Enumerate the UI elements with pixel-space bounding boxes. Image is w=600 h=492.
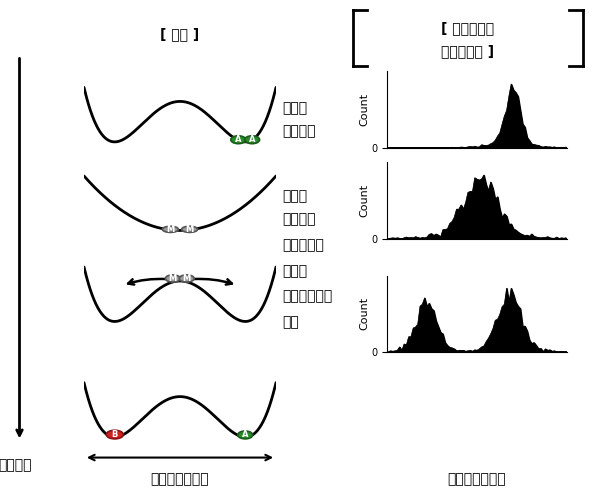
Text: 細胞の内部状態: 細胞の内部状態 <box>448 473 506 487</box>
Text: 細胞の内部状態: 細胞の内部状態 <box>151 473 209 487</box>
Y-axis label: Count: Count <box>360 297 370 330</box>
Text: M: M <box>185 225 194 234</box>
Ellipse shape <box>106 430 124 439</box>
Text: B: B <box>112 430 118 439</box>
Text: 基底状態への: 基底状態への <box>282 289 332 304</box>
Ellipse shape <box>231 136 246 144</box>
Ellipse shape <box>166 275 180 282</box>
Text: A: A <box>249 135 256 144</box>
Ellipse shape <box>179 275 194 282</box>
Text: からの信号 ]: からの信号 ] <box>442 44 494 59</box>
Text: 大量生産: 大量生産 <box>282 213 316 226</box>
Text: 遺伝子: 遺伝子 <box>282 190 307 204</box>
Text: 基底状態: 基底状態 <box>282 124 316 138</box>
Y-axis label: Count: Count <box>360 184 370 217</box>
Ellipse shape <box>245 136 260 144</box>
Text: 復帰: 復帰 <box>282 315 299 329</box>
Text: [ 生きた細胞: [ 生きた細胞 <box>442 21 494 35</box>
Text: 初期の: 初期の <box>282 101 307 115</box>
Text: 解除と: 解除と <box>282 264 307 278</box>
Text: M: M <box>166 225 175 234</box>
Text: [ 理論 ]: [ 理論 ] <box>160 28 200 41</box>
Ellipse shape <box>182 226 197 232</box>
Y-axis label: Count: Count <box>360 93 370 126</box>
Text: 大量発現の: 大量発現の <box>282 238 324 252</box>
Text: M: M <box>169 274 177 283</box>
Text: A: A <box>242 430 248 439</box>
Text: M: M <box>182 274 191 283</box>
Ellipse shape <box>238 431 253 439</box>
Text: 時間経過: 時間経過 <box>0 458 32 472</box>
Text: A: A <box>235 135 242 144</box>
Ellipse shape <box>163 226 178 232</box>
